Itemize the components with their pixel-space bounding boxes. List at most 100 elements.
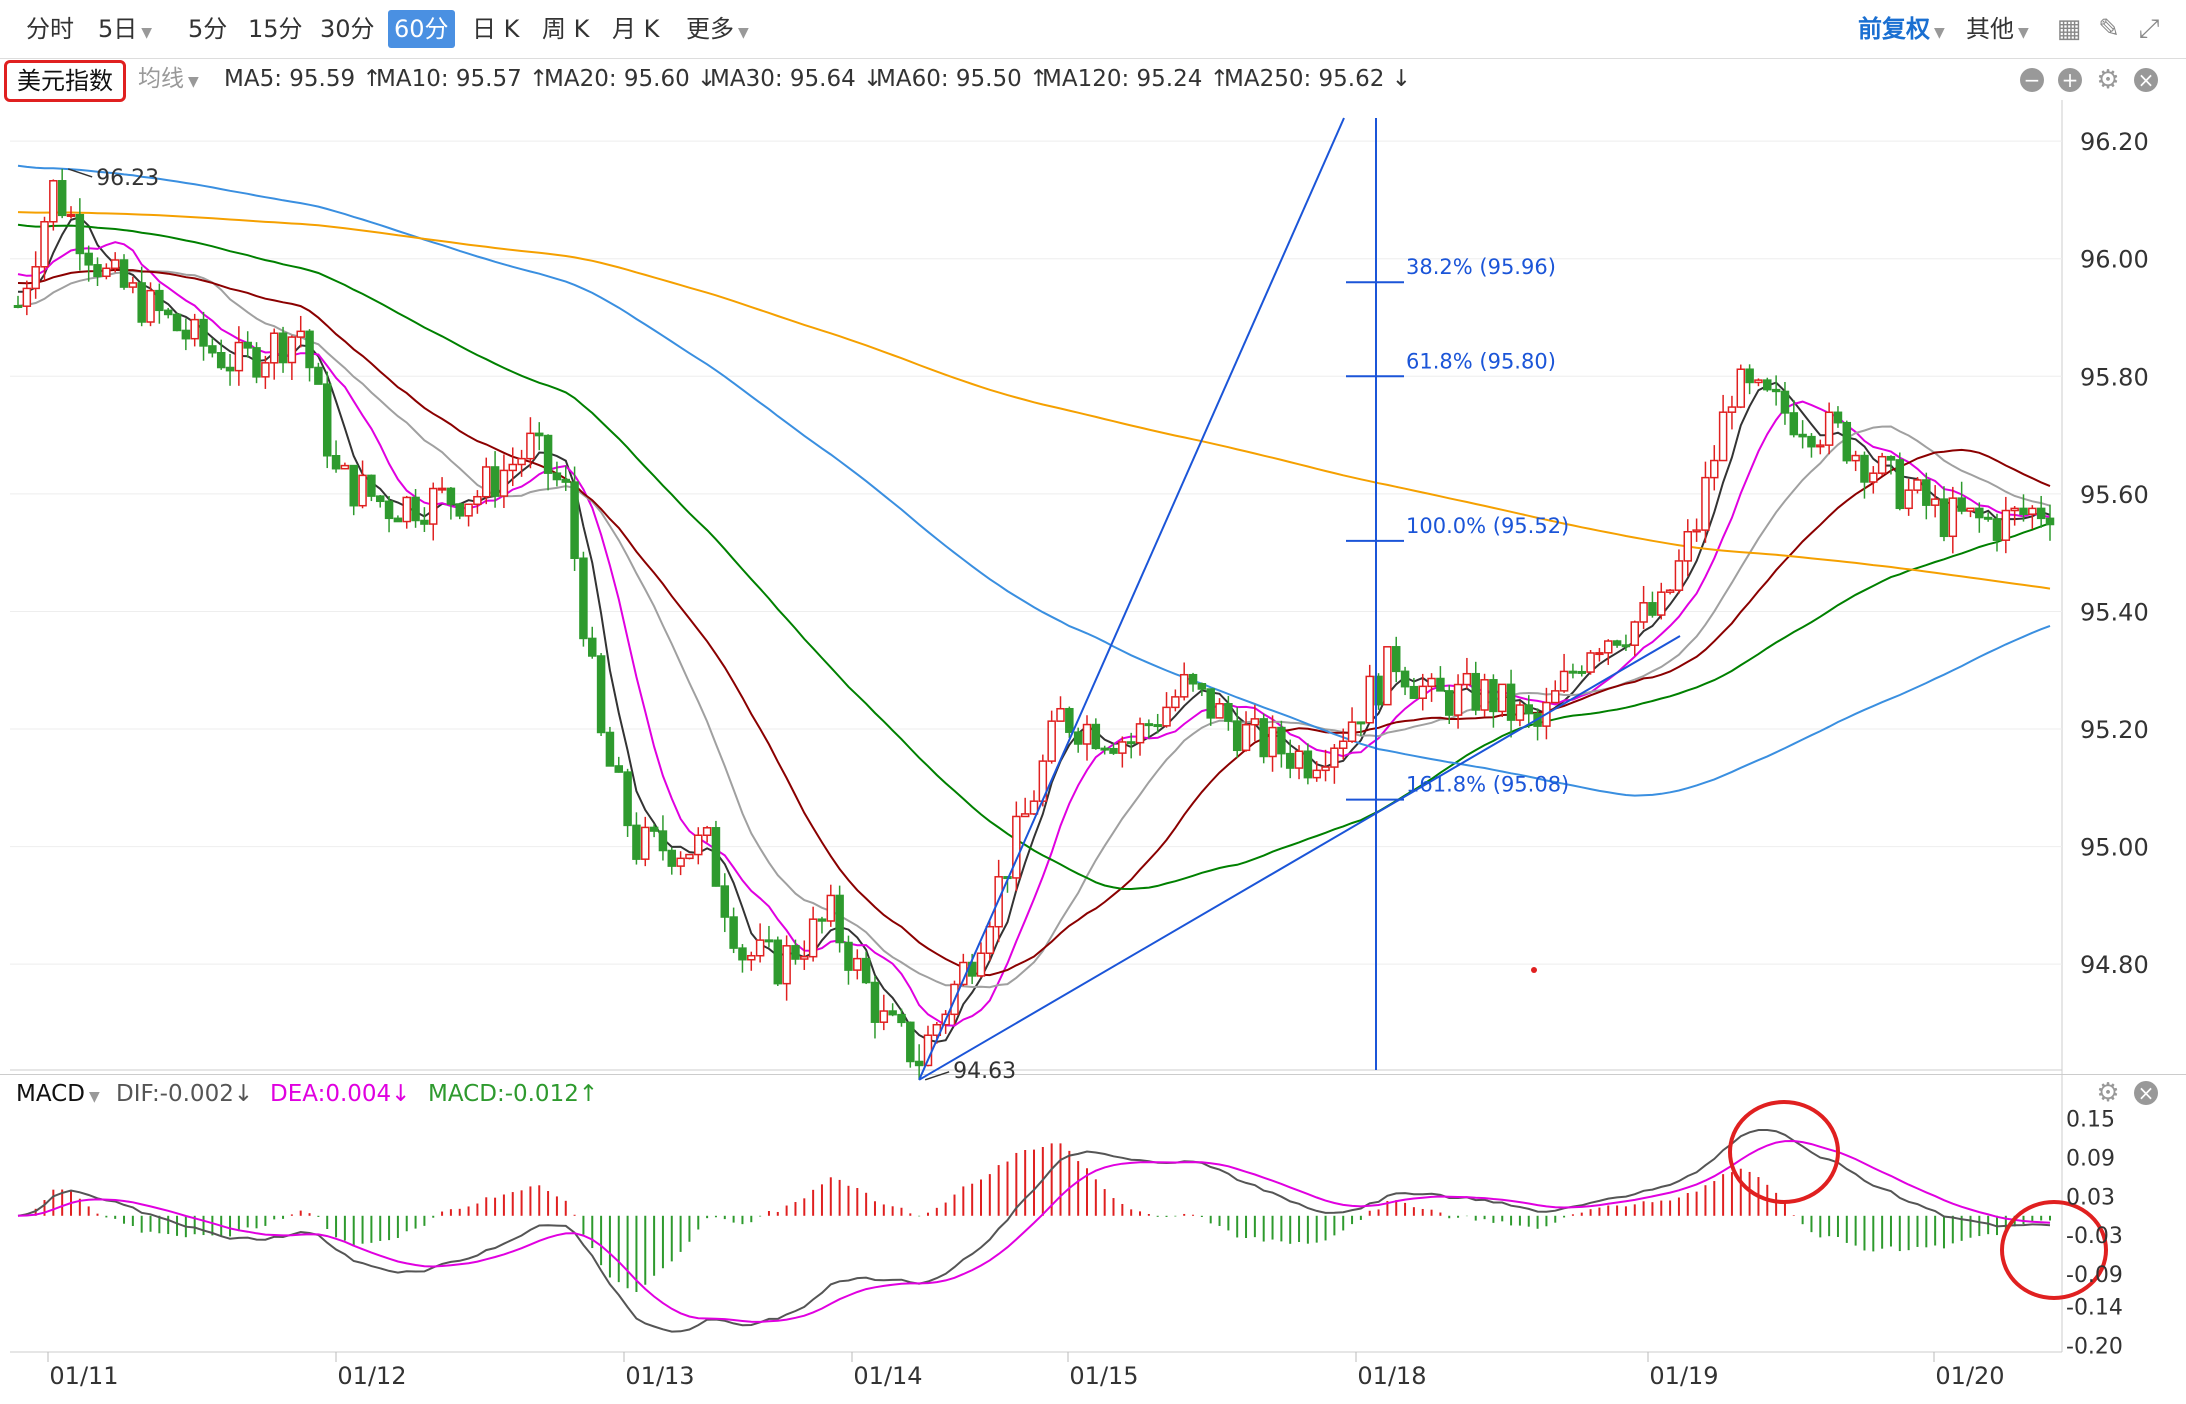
candle-body xyxy=(331,455,341,470)
dea-label: DEA:0.004↓ xyxy=(270,1081,411,1107)
candle-body xyxy=(1259,718,1268,758)
fullscreen-icon[interactable]: ⤢ xyxy=(2138,14,2160,44)
candle-body xyxy=(1754,379,1763,384)
gear-icon[interactable]: ⚙ xyxy=(2096,65,2120,95)
candle-body xyxy=(243,341,252,349)
candle-body xyxy=(1780,390,1790,414)
x-tick-label: 01/13 xyxy=(625,1362,694,1390)
toolbar: 分时 5日 ▼ 5分 15分 30分 60分 日 K 周 K 月 K 更多 ▼ 前复… xyxy=(0,0,2186,59)
macd-name: MACD xyxy=(16,1081,85,1107)
candle-body xyxy=(535,432,544,437)
fib-level-label: 61.8% (95.80) xyxy=(1406,349,1556,373)
candle-body xyxy=(110,259,120,270)
candle-body xyxy=(835,894,844,944)
macd-dropdown[interactable]: MACD ▼ xyxy=(16,1079,100,1112)
tab-more-label: 更多 xyxy=(686,15,734,43)
tab-fenshi[interactable]: 分时 xyxy=(26,15,74,43)
candle-body xyxy=(729,916,738,949)
candle-body xyxy=(13,305,23,309)
candle-body xyxy=(649,826,659,832)
candle-body xyxy=(1020,813,1030,818)
candle-body xyxy=(1135,723,1145,744)
candle-body xyxy=(552,472,562,481)
candle-body xyxy=(764,939,774,943)
close-icon[interactable]: × xyxy=(2134,1081,2158,1105)
tab-more[interactable]: 更多 ▼ xyxy=(680,10,755,48)
tab-monthly-k[interactable]: 月 K xyxy=(612,15,660,43)
candle-body xyxy=(1029,800,1039,815)
plus-icon[interactable]: + xyxy=(2058,68,2082,92)
candle-body xyxy=(1992,518,2002,541)
x-tick-label: 01/12 xyxy=(337,1362,406,1390)
candle-body xyxy=(1586,652,1595,673)
chevron-down-icon: ▼ xyxy=(141,25,153,41)
close-icon[interactable]: × xyxy=(2134,68,2158,92)
candle-body xyxy=(234,341,244,372)
candle-body xyxy=(1957,497,1966,512)
candle-body xyxy=(1630,621,1640,646)
candle-body xyxy=(950,983,959,1016)
candle-body xyxy=(1665,589,1675,593)
x-tick-label: 01/11 xyxy=(49,1362,118,1390)
ma60-label: MA60: 95.50 ↑ xyxy=(876,66,1049,92)
candle-body xyxy=(252,347,261,378)
tab-5day[interactable]: 5日 ▼ xyxy=(92,10,158,48)
candle-body xyxy=(1241,723,1251,752)
price-tick-label: 95.40 xyxy=(2080,598,2149,626)
candle-body xyxy=(225,366,235,372)
chevron-down-icon: ▼ xyxy=(2018,25,2029,41)
ma-lines xyxy=(17,164,2051,1043)
x-tick-label: 01/15 xyxy=(1069,1362,1138,1390)
tab-daily-k[interactable]: 日 K xyxy=(472,15,520,43)
ma30-line xyxy=(17,268,2051,977)
avg-line-dropdown[interactable]: 均线 ▼ xyxy=(138,64,199,97)
candle-body xyxy=(1657,591,1666,616)
symbol-button[interactable]: 美元指数 xyxy=(4,60,126,102)
price-tick-label: 95.20 xyxy=(2080,716,2149,744)
candle-body xyxy=(1418,685,1427,699)
tab-15min[interactable]: 15分 xyxy=(248,15,303,43)
other-dropdown[interactable]: 其他 ▼ xyxy=(1960,10,2035,48)
candle-body xyxy=(287,336,297,364)
candle-body xyxy=(1294,750,1304,769)
axes: 96.20 96.00 95.80 95.60 95.40 95.20 95.00 94.80… xyxy=(49,128,2148,1390)
candle-body xyxy=(1197,683,1207,690)
fib-base-line xyxy=(918,635,1681,1081)
candle-body xyxy=(1727,406,1737,413)
price-tick-label: 95.00 xyxy=(2080,834,2149,862)
candle-body xyxy=(428,487,438,525)
tab-5min[interactable]: 5分 xyxy=(188,15,228,43)
tab-weekly-k[interactable]: 周 K xyxy=(542,15,590,43)
indicator-bar: 美元指数 均线 ▼ MA5: 95.59 ↑ MA10: 95.57 ↑ MA20… xyxy=(0,58,2186,102)
candle-body xyxy=(791,945,800,960)
pen-icon[interactable]: ✎ xyxy=(2098,14,2120,44)
ma250-line xyxy=(17,211,2051,590)
candle-body xyxy=(1515,704,1525,721)
candle-body xyxy=(976,952,986,977)
candle-body xyxy=(411,496,420,522)
candle-body xyxy=(181,329,191,340)
fuquan-dropdown[interactable]: 前复权 ▼ xyxy=(1852,10,1951,48)
candle-body xyxy=(808,918,818,958)
grid-icon[interactable]: ▦ xyxy=(2056,14,2082,44)
gear-icon[interactable]: ⚙ xyxy=(2096,1078,2120,1108)
candle-body xyxy=(1551,690,1560,704)
candle-body xyxy=(163,309,173,316)
tab-60min[interactable]: 60分 xyxy=(388,10,455,48)
candle-body xyxy=(614,765,624,773)
candle-body xyxy=(1612,640,1622,646)
candle-body xyxy=(720,885,730,918)
candle-body xyxy=(375,495,385,503)
candle-body xyxy=(1824,411,1834,446)
candle-body xyxy=(1400,670,1410,688)
candle-body xyxy=(1975,507,1984,519)
macd-bar: MACD ▼ DIF:-0.002↓ DEA:0.004↓ MACD:-0.012… xyxy=(0,1074,2186,1111)
candle-body xyxy=(702,827,712,836)
candle-body xyxy=(658,830,668,852)
candle-body xyxy=(1798,433,1807,438)
candle-body xyxy=(1126,741,1136,745)
tab-30min[interactable]: 30分 xyxy=(320,15,375,43)
minus-icon[interactable]: − xyxy=(2020,68,2044,92)
candle-body xyxy=(1091,723,1101,750)
